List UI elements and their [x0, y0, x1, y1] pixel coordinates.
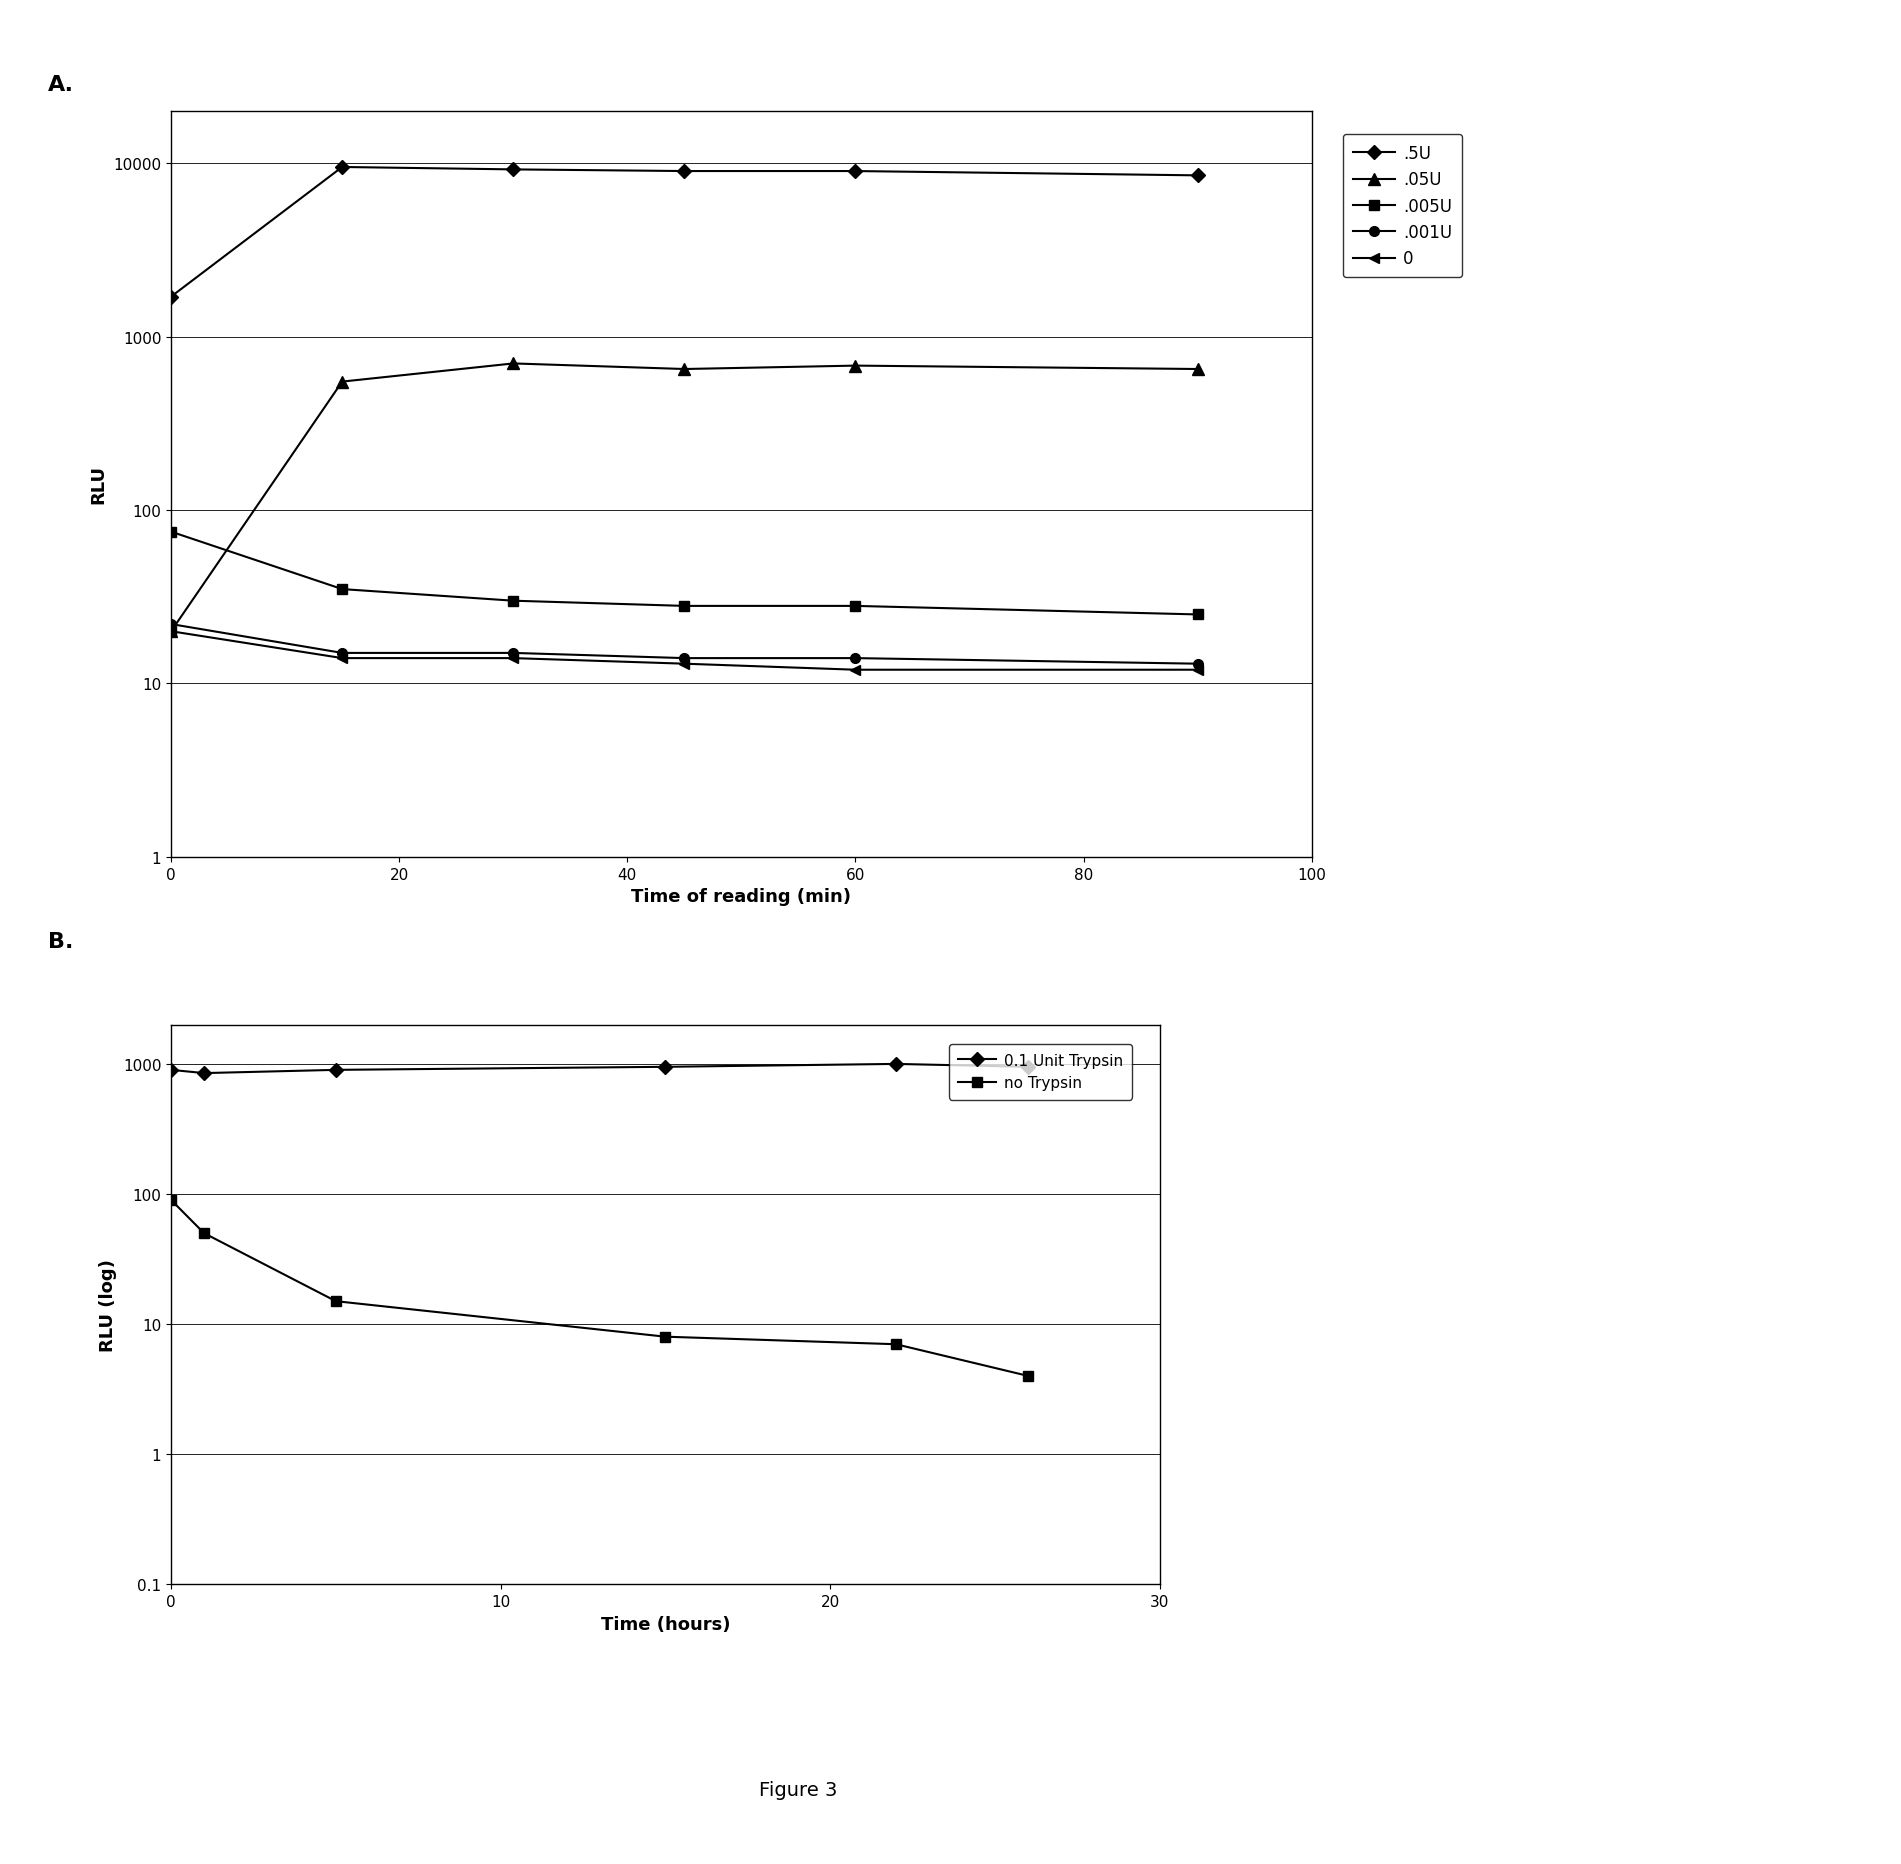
0	[331, 647, 354, 669]
.05U	[844, 356, 867, 378]
.001U	[673, 647, 696, 669]
.001U	[844, 647, 867, 669]
Line: .5U: .5U	[165, 162, 1203, 302]
0.1 Unit Trypsin	[884, 1053, 907, 1076]
Line: .05U: .05U	[165, 358, 1203, 637]
no Trypsin	[1017, 1364, 1040, 1387]
0.1 Unit Trypsin	[1017, 1057, 1040, 1079]
Text: Figure 3: Figure 3	[758, 1780, 838, 1799]
.5U	[1186, 166, 1209, 188]
.001U	[160, 613, 182, 636]
.005U	[331, 578, 354, 600]
Legend: 0.1 Unit Trypsin, no Trypsin: 0.1 Unit Trypsin, no Trypsin	[949, 1044, 1133, 1100]
.05U	[1186, 358, 1209, 380]
.005U	[673, 595, 696, 617]
0	[673, 652, 696, 675]
.005U	[1186, 604, 1209, 626]
no Trypsin	[654, 1325, 677, 1348]
Legend: .5U, .05U, .005U, .001U, 0: .5U, .05U, .005U, .001U, 0	[1342, 134, 1462, 278]
0.1 Unit Trypsin	[654, 1057, 677, 1079]
0	[160, 621, 182, 643]
.5U	[331, 157, 354, 179]
.5U	[160, 287, 182, 309]
.05U	[673, 358, 696, 380]
Line: .001U: .001U	[165, 621, 1203, 669]
no Trypsin	[325, 1290, 348, 1312]
.05U	[502, 352, 525, 375]
Y-axis label: RLU (log): RLU (log)	[99, 1258, 118, 1351]
X-axis label: Time (hours): Time (hours)	[601, 1614, 730, 1633]
Text: A.: A.	[48, 75, 74, 95]
.005U	[502, 591, 525, 613]
.001U	[1186, 652, 1209, 675]
Line: 0.1 Unit Trypsin: 0.1 Unit Trypsin	[165, 1059, 1032, 1079]
Text: B.: B.	[48, 932, 72, 953]
.001U	[502, 643, 525, 665]
no Trypsin	[884, 1333, 907, 1355]
.05U	[331, 371, 354, 393]
.005U	[160, 522, 182, 544]
.05U	[160, 621, 182, 643]
Line: 0: 0	[165, 626, 1203, 675]
Line: no Trypsin: no Trypsin	[165, 1195, 1032, 1381]
X-axis label: Time of reading (min): Time of reading (min)	[631, 887, 852, 906]
Line: .005U: .005U	[165, 528, 1203, 621]
no Trypsin	[192, 1223, 215, 1245]
0.1 Unit Trypsin	[325, 1059, 348, 1081]
0.1 Unit Trypsin	[192, 1062, 215, 1085]
0	[1186, 660, 1209, 682]
0.1 Unit Trypsin	[160, 1059, 182, 1081]
no Trypsin	[160, 1189, 182, 1212]
0	[502, 647, 525, 669]
.5U	[844, 160, 867, 183]
.5U	[673, 160, 696, 183]
0	[844, 660, 867, 682]
Y-axis label: RLU: RLU	[89, 466, 108, 503]
.5U	[502, 158, 525, 181]
.001U	[331, 643, 354, 665]
.005U	[844, 595, 867, 617]
